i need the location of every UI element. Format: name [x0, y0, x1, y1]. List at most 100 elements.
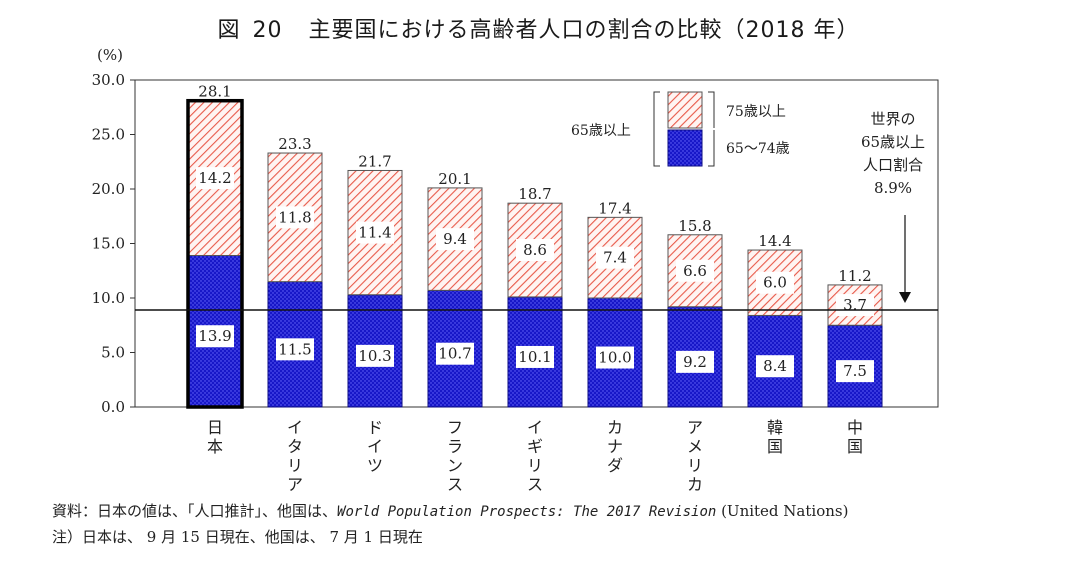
value-label-65-74-bg: [756, 355, 794, 378]
x-category-label: ラ: [447, 437, 463, 456]
value-label-75-plus: 6.0: [763, 274, 787, 292]
x-category-label: カ: [607, 418, 623, 437]
value-label-65-74-bg: [676, 350, 714, 373]
value-label-75-plus: 11.4: [358, 224, 391, 242]
value-label-65-74: 7.5: [843, 362, 867, 380]
value-label-65-74-bg: [436, 342, 474, 365]
x-category-label: 日: [207, 418, 223, 437]
value-label-65-74-bg: [836, 360, 874, 383]
y-tick-label: 15.0: [92, 235, 125, 253]
x-category-label: カ: [687, 475, 703, 494]
x-category-label: ド: [367, 418, 383, 437]
y-tick-label: 5.0: [101, 344, 125, 362]
legend-bracket-lower: [708, 130, 715, 167]
reference-label-line: 8.9%: [874, 179, 912, 197]
total-label: 23.3: [278, 135, 311, 153]
legend-swatch-65-74: [667, 129, 703, 167]
value-label-75-plus-bg: [756, 271, 794, 294]
legend-group-label: 65歳以上: [571, 123, 631, 139]
source-title: World Population Prospects: The 2017 Rev…: [337, 504, 717, 520]
figure-title-text: 主要国における高齢者人口の割合の比較（2018 年）: [308, 18, 860, 43]
value-label-75-plus: 11.8: [278, 208, 311, 226]
x-category-label: ア: [687, 418, 703, 437]
x-category-label: イ: [287, 418, 303, 437]
value-label-75-plus-bg: [196, 167, 234, 190]
value-label-75-plus: 3.7: [843, 296, 867, 314]
value-label-65-74-bg: [356, 344, 394, 367]
x-category-label: リ: [687, 456, 703, 475]
x-category-label: リ: [287, 456, 303, 475]
total-label: 28.1: [198, 83, 231, 101]
total-label: 18.7: [518, 185, 551, 203]
legend-bracket-left: [653, 91, 660, 167]
source-suffix: (United Nations): [716, 502, 849, 520]
x-category-label: ダ: [607, 456, 623, 475]
stacked-bar-chart: 0.05.010.015.020.025.030.0(%)日本イタリアドイツフラ…: [92, 46, 939, 494]
total-label: 20.1: [438, 170, 471, 188]
value-label-65-74-bg: [196, 325, 234, 348]
value-label-75-plus-bg: [676, 259, 714, 282]
reference-arrow-head: [899, 292, 911, 303]
value-label-75-plus: 9.4: [443, 230, 467, 248]
legend-label-65-74: 65～74歳: [726, 141, 790, 157]
total-label: 11.2: [838, 267, 871, 285]
value-label-65-74-bg: [276, 338, 314, 361]
chart-title: 図 20 主要国における高齢者人口の割合の比較（2018 年）: [0, 12, 1077, 44]
source-prefix: 資料：日本の値は、「人口推計」、他国は、: [52, 502, 338, 520]
value-label-75-plus: 7.4: [603, 249, 627, 267]
x-category-label: フ: [447, 418, 463, 437]
value-label-65-74: 13.9: [198, 327, 231, 345]
value-label-65-74: 11.5: [278, 340, 311, 358]
value-label-65-74-bg: [596, 346, 634, 369]
value-label-65-74: 10.7: [438, 345, 471, 363]
legend: 75歳以上 65～74歳 65歳以上: [571, 91, 790, 167]
total-label: 15.8: [678, 217, 711, 235]
value-label-65-74: 10.1: [518, 348, 551, 366]
value-label-65-74: 10.3: [358, 347, 391, 365]
figure-label: 図: [217, 18, 241, 43]
x-category-label: 中: [847, 418, 863, 437]
value-label-75-plus-bg: [596, 246, 634, 269]
data-labels: 13.9 14.2 28.1 11.5 11.8 23.3 10.3 11.4 21.7 10.7…: [196, 83, 874, 383]
legend-swatch-75-plus: [667, 91, 703, 129]
value-label-75-plus-bg: [436, 228, 474, 251]
value-label-65-74-bg: [516, 345, 554, 368]
x-category-label: ス: [447, 475, 463, 494]
x-category-label: 韓: [767, 418, 783, 437]
x-category-label: ア: [287, 475, 303, 494]
x-category-label: ン: [447, 456, 463, 475]
x-category-label: リ: [527, 456, 543, 475]
reference-label-line: 人口割合: [863, 156, 923, 174]
legend-bracket-upper: [708, 91, 715, 128]
x-category-label: イ: [527, 418, 543, 437]
x-category-label: タ: [287, 437, 303, 456]
total-label: 17.4: [598, 199, 631, 217]
source-note: 資料：日本の値は、「人口推計」、他国は、World Population Pro…: [52, 500, 848, 521]
x-category-label: メ: [687, 437, 703, 456]
reference-label-line: 世界の: [870, 110, 915, 128]
y-tick-label: 0.0: [101, 398, 125, 416]
value-label-65-74: 8.4: [763, 357, 787, 375]
figure-number: 20: [252, 18, 283, 43]
x-category-label: ツ: [367, 456, 383, 475]
value-label-75-plus-bg: [276, 206, 314, 229]
y-unit-label: (%): [97, 46, 123, 64]
reference-label-line: 65歳以上: [861, 133, 925, 151]
total-label: 21.7: [358, 152, 391, 170]
value-label-75-plus-bg: [356, 221, 394, 244]
x-category-label: ス: [527, 475, 543, 494]
date-note: 注）日本は、 9 月 15 日現在、他国は、 7 月 1 日現在: [52, 528, 423, 546]
x-category-label: 本: [207, 437, 223, 456]
x-category-label: 国: [847, 437, 863, 456]
y-tick-label: 20.0: [92, 180, 125, 198]
x-category-label: 国: [767, 437, 783, 456]
x-category-label: イ: [367, 437, 383, 456]
total-label: 14.4: [758, 232, 791, 250]
x-category-label: ナ: [607, 437, 623, 456]
value-label-75-plus: 6.6: [683, 262, 707, 280]
y-tick-label: 25.0: [92, 126, 125, 144]
y-tick-label: 30.0: [92, 71, 125, 89]
y-tick-label: 10.0: [92, 289, 125, 307]
value-label-75-plus: 14.2: [198, 169, 231, 187]
